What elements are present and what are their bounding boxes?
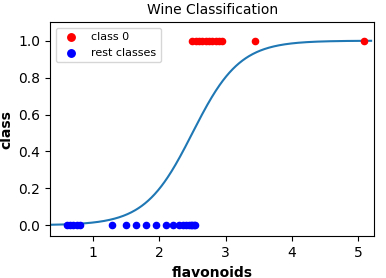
rest classes: [108, 223, 115, 227]
rest classes: [67, 223, 73, 227]
rest classes: [123, 223, 129, 227]
class 0: [219, 38, 225, 43]
rest classes: [190, 223, 196, 227]
class 0: [196, 38, 202, 43]
rest classes: [70, 223, 76, 227]
rest classes: [179, 223, 186, 227]
rest classes: [74, 223, 80, 227]
rest classes: [133, 223, 139, 227]
class 0: [203, 38, 209, 43]
rest classes: [191, 223, 197, 227]
rest classes: [192, 223, 198, 227]
class 0: [252, 38, 258, 43]
class 0: [361, 38, 367, 43]
rest classes: [153, 223, 159, 227]
rest classes: [143, 223, 149, 227]
X-axis label: flavonoids: flavonoids: [172, 265, 253, 278]
rest classes: [64, 223, 70, 227]
class 0: [193, 38, 199, 43]
class 0: [216, 38, 222, 43]
class 0: [213, 38, 219, 43]
class 0: [199, 38, 205, 43]
class 0: [206, 38, 212, 43]
class 0: [190, 38, 196, 43]
Y-axis label: class: class: [0, 110, 13, 149]
class 0: [209, 38, 215, 43]
rest classes: [188, 223, 194, 227]
Legend: class 0, rest classes: class 0, rest classes: [56, 28, 161, 62]
rest classes: [176, 223, 182, 227]
Title: Wine Classification: Wine Classification: [147, 3, 278, 17]
rest classes: [169, 223, 176, 227]
rest classes: [77, 223, 83, 227]
rest classes: [163, 223, 169, 227]
rest classes: [186, 223, 192, 227]
rest classes: [183, 223, 189, 227]
